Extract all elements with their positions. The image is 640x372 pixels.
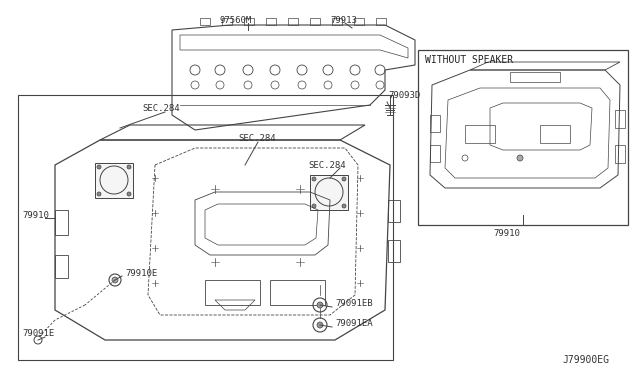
Text: 79091E: 79091E	[22, 328, 54, 337]
Text: SEC.284: SEC.284	[238, 134, 276, 142]
Text: 79091EA: 79091EA	[335, 318, 372, 327]
Bar	[510, 72, 560, 82]
Circle shape	[312, 177, 316, 181]
Text: SEC.284: SEC.284	[142, 103, 180, 112]
Bar	[540, 125, 570, 143]
Bar	[270, 280, 325, 305]
Bar	[18, 95, 393, 360]
Polygon shape	[95, 163, 133, 198]
Text: SEC.284: SEC.284	[308, 160, 346, 170]
Bar	[205, 280, 260, 305]
Text: 79091EB: 79091EB	[335, 298, 372, 308]
Bar	[418, 50, 628, 225]
Text: 79913: 79913	[330, 16, 357, 25]
Circle shape	[342, 177, 346, 181]
Text: 79910E: 79910E	[125, 269, 157, 278]
Circle shape	[517, 155, 523, 161]
Text: 97560M: 97560M	[220, 16, 252, 25]
Polygon shape	[310, 175, 348, 210]
Circle shape	[342, 204, 346, 208]
Text: J79900EG: J79900EG	[562, 355, 609, 365]
Circle shape	[97, 192, 101, 196]
Circle shape	[127, 165, 131, 169]
Circle shape	[312, 204, 316, 208]
Text: WITHOUT SPEAKER: WITHOUT SPEAKER	[425, 55, 513, 65]
Text: 79910: 79910	[493, 228, 520, 237]
Circle shape	[112, 277, 118, 283]
Circle shape	[317, 322, 323, 328]
Circle shape	[317, 302, 323, 308]
Circle shape	[97, 165, 101, 169]
Text: 79910: 79910	[22, 211, 49, 219]
Circle shape	[127, 192, 131, 196]
Text: 79093D: 79093D	[388, 90, 420, 99]
Bar	[465, 125, 495, 143]
